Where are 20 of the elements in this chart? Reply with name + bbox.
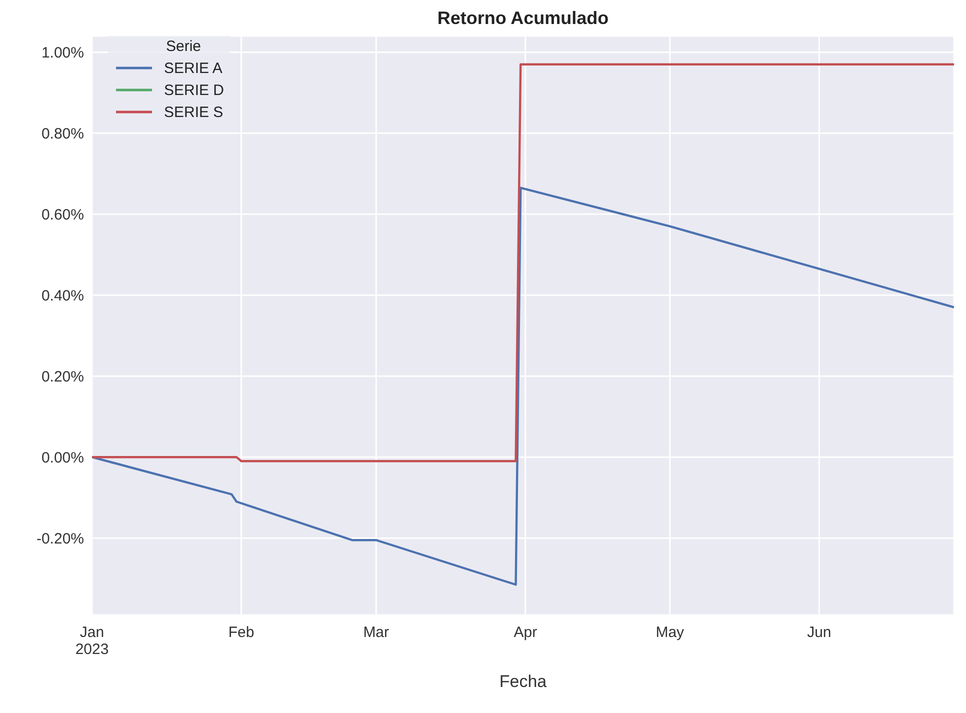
y-tick-label: 0.00% xyxy=(41,449,84,466)
legend-label: SERIE S xyxy=(164,104,224,120)
x-tick-label: Jan 2023 xyxy=(75,624,109,658)
x-tick-label: Mar xyxy=(363,624,390,641)
chart-title: Retorno Acumulado xyxy=(436,8,610,30)
y-tick-label: 1.00% xyxy=(41,44,84,62)
legend-title: Serie xyxy=(166,38,202,55)
y-tick-label: -0.20% xyxy=(36,530,84,548)
x-tick-label: Apr xyxy=(514,624,538,641)
y-tick-label: 0.80% xyxy=(41,126,84,142)
y-tick-label: 0.60% xyxy=(41,206,84,224)
x-tick-label: May xyxy=(656,624,685,641)
legend-label: SERIE D xyxy=(164,82,224,98)
x-tick-label: Jun xyxy=(807,624,832,641)
line-series xyxy=(92,186,954,586)
legend-label: SERIE A xyxy=(164,60,222,76)
x-tick-label: Feb xyxy=(228,624,254,641)
y-tick-label: 0.40% xyxy=(41,287,84,304)
y-tick-label: 0.20% xyxy=(41,368,84,386)
x-axis-title: Fecha xyxy=(499,672,548,691)
